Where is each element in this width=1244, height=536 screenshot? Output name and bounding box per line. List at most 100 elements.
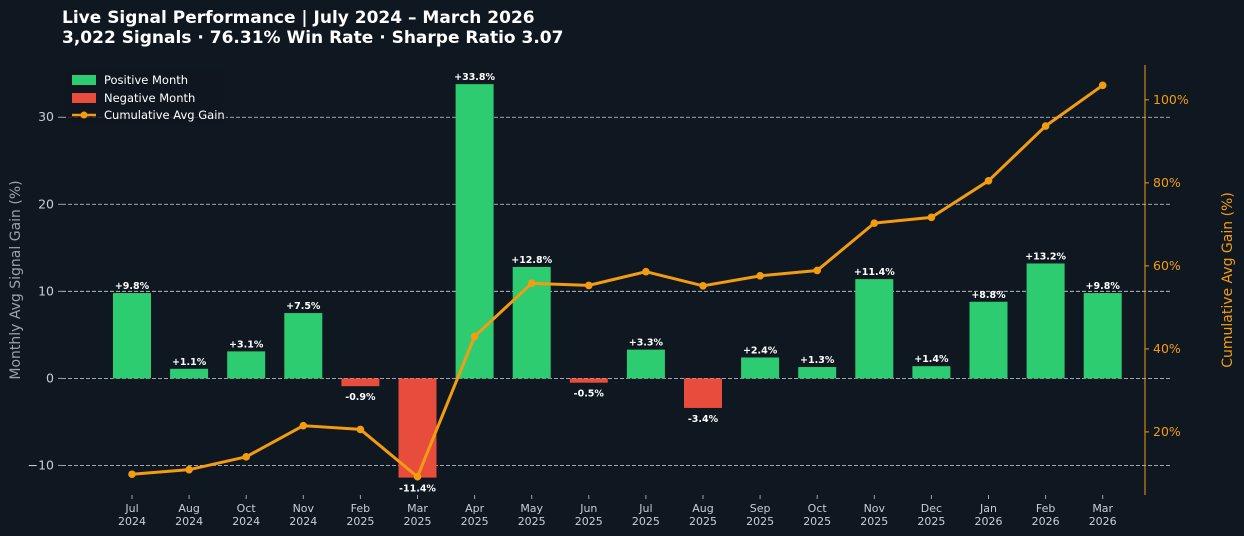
bar-data-label: +8.8% (971, 290, 1006, 301)
y2-tick-label: 100% (1153, 92, 1189, 107)
bar-data-label: -11.4% (399, 484, 436, 495)
bar-data-label: +9.8% (115, 281, 150, 292)
bar-data-label: +9.8% (1086, 281, 1121, 292)
bar-data-label: +1.1% (172, 357, 207, 368)
x-tick-month: Mar (1092, 502, 1113, 515)
bar-data-label: +1.3% (800, 355, 835, 366)
bar-data-label: +3.3% (629, 338, 664, 349)
cumulative-point (470, 332, 479, 341)
bar (969, 301, 1008, 379)
legend-swatch-negative (72, 93, 96, 103)
y2-tick-label: 20% (1153, 424, 1181, 439)
y-tick-label: 0 (46, 370, 54, 385)
x-tick-year: 2025 (803, 515, 831, 528)
bar (227, 351, 266, 379)
bar (341, 378, 380, 387)
bar (626, 349, 665, 379)
legend-negative: Negative Month (104, 91, 195, 105)
y2-axis-label: Cumulative Avg Gain (%) (1220, 192, 1236, 368)
y-axis-label: Monthly Avg Signal Gain (%) (8, 180, 24, 379)
cumulative-point (242, 453, 250, 461)
cumulative-line (131, 84, 1104, 479)
x-tick-year: 2026 (1032, 515, 1060, 528)
x-tick-year: 2025 (632, 515, 660, 528)
x-tick-month: Dec (921, 502, 942, 515)
bar (398, 378, 437, 478)
bar (1083, 293, 1122, 379)
x-tick-month: Nov (293, 502, 315, 515)
cumulative-point (185, 465, 193, 474)
bar (113, 293, 151, 379)
bar (855, 279, 894, 379)
x-tick-month: Apr (465, 502, 485, 515)
x-tick-year: 2024 (175, 515, 203, 528)
bar-data-label: +13.2% (1025, 251, 1066, 262)
bar-data-label: +7.5% (286, 301, 321, 312)
x-tick-year: 2025 (746, 515, 774, 528)
cumulative-point (927, 213, 936, 222)
x-tick-year: 2025 (575, 515, 603, 528)
bar-data-label: +1.4% (914, 354, 949, 365)
cumulative-point (527, 279, 536, 288)
x-tick-year: 2025 (518, 515, 546, 528)
x-tick-month: Feb (351, 502, 370, 515)
cumulative-point (1041, 122, 1050, 130)
bar (684, 378, 722, 408)
cumulative-point (813, 266, 821, 275)
cumulative-point (413, 472, 422, 481)
x-tick-year: 2024 (118, 515, 146, 528)
x-tick-month: Mar (407, 502, 428, 515)
chart-title: Live Signal Performance | July 2024 – Ma… (62, 8, 535, 28)
legend-swatch-positive (72, 75, 96, 85)
bar-data-label: +33.8% (454, 72, 495, 83)
x-tick-month: Jul (638, 502, 652, 515)
bar-data-label: -0.9% (345, 392, 376, 403)
x-tick-month: Jul (124, 502, 138, 515)
bar (455, 84, 494, 379)
x-tick-year: 2026 (975, 515, 1003, 528)
cumulative-point (299, 421, 308, 430)
bar (284, 313, 323, 379)
x-tick-month: Sep (750, 502, 771, 515)
bar (912, 366, 951, 379)
cumulative-point (984, 177, 993, 185)
cumulative-point (585, 281, 593, 290)
x-tick-month: Aug (692, 502, 713, 515)
bar-data-label: +3.1% (229, 339, 264, 350)
cumulative-point (356, 425, 365, 434)
legend-cumulative: Cumulative Avg Gain (104, 108, 225, 122)
y2-tick-label: 60% (1153, 258, 1181, 273)
x-tick-month: Jan (979, 502, 997, 515)
x-tick-year: 2025 (689, 515, 717, 528)
y-tick-label: 30 (38, 109, 54, 124)
cumulative-point (1098, 81, 1107, 90)
bar (170, 368, 209, 379)
x-tick-month: Oct (808, 502, 828, 515)
cumulative-point (642, 267, 650, 276)
x-tick-year: 2025 (917, 515, 945, 528)
y-tick-label: −10 (28, 457, 54, 472)
x-tick-month: Jun (579, 502, 597, 515)
bar-data-label: -0.5% (574, 389, 605, 400)
chart-subtitle: 3,022 Signals · 76.31% Win Rate · Sharpe… (62, 28, 563, 48)
y-tick-label: 10 (38, 283, 54, 298)
x-tick-year: 2025 (404, 515, 432, 528)
bar-data-label: +12.8% (511, 255, 552, 266)
x-tick-year: 2025 (461, 515, 489, 528)
y2-tick-label: 80% (1153, 175, 1181, 190)
x-tick-month: Oct (237, 502, 257, 515)
bar-data-label: -3.4% (688, 414, 719, 425)
y-tick-label: 20 (38, 196, 54, 211)
cumulative-point (756, 272, 764, 280)
bar (741, 357, 780, 379)
x-tick-month: May (520, 502, 543, 515)
x-tick-month: Nov (864, 502, 886, 515)
cumulative-point (699, 282, 707, 290)
x-tick-month: Feb (1036, 502, 1055, 515)
y2-tick-label: 40% (1153, 341, 1181, 356)
bar (798, 367, 837, 379)
x-tick-year: 2026 (1089, 515, 1117, 528)
bar (569, 378, 608, 383)
legend: Positive Month Negative Month Cumulative… (66, 70, 226, 126)
